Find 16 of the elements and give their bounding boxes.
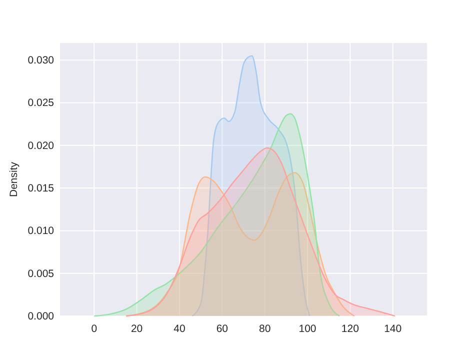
y-axis-title: Density <box>8 161 20 198</box>
x-tick-label: 60 <box>216 323 228 335</box>
x-tick-label: 40 <box>174 323 186 335</box>
x-tick-label: 0 <box>91 323 98 335</box>
y-tick-label: 0.005 <box>28 268 54 280</box>
x-tick-label: 20 <box>130 323 143 335</box>
y-tick-label: 0.030 <box>28 54 54 67</box>
x-tick-label: 140 <box>384 323 402 335</box>
x-tick-label: 80 <box>258 323 271 335</box>
x-tick-label: 120 <box>341 323 360 335</box>
y-tick-label: 0.015 <box>28 182 54 195</box>
y-tick-label: 0.010 <box>28 225 54 238</box>
x-tick-label: 100 <box>298 323 316 335</box>
y-tick-label: 0.025 <box>28 97 54 110</box>
y-tick-label: 0.000 <box>28 310 54 322</box>
y-tick-label: 0.020 <box>28 140 54 152</box>
